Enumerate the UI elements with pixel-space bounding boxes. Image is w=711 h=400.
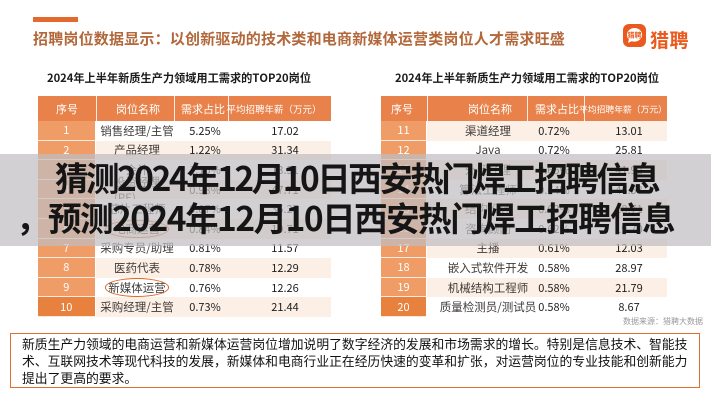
svg-text:猎聘: 猎聘 [628,30,642,40]
